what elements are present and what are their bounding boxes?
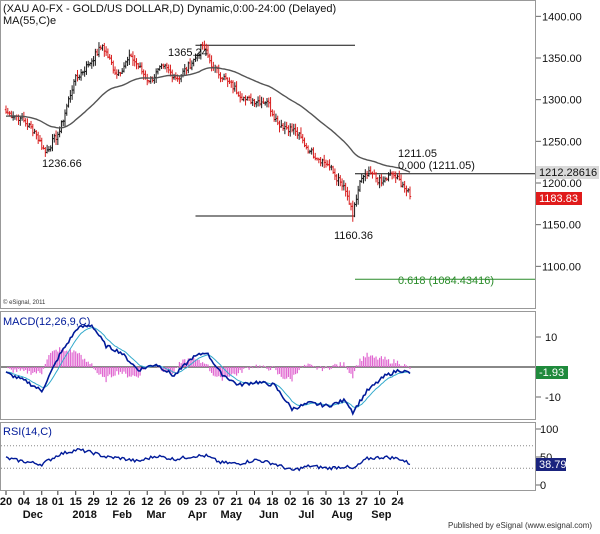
- rsi-panel-frame: [0, 422, 536, 491]
- last-price-tag: 1183.83: [539, 193, 578, 205]
- price-panel-frame: [0, 0, 536, 309]
- month-axis-label: Mar: [146, 509, 166, 521]
- date-axis-label: 01: [52, 496, 64, 508]
- macd-value-tag-bg: [536, 366, 568, 379]
- date-axis-label: 18: [266, 496, 278, 508]
- macd-histogram-layer: [7, 347, 411, 383]
- macd-line: [5, 324, 411, 416]
- month-axis-label: 2018: [72, 509, 96, 521]
- price-axis-label: 1350.00: [542, 53, 582, 65]
- date-axis-label: 04: [248, 496, 261, 508]
- date-axis-label: 04: [18, 496, 31, 508]
- date-axis-label: 24: [391, 496, 404, 508]
- date-axis-label: 12: [141, 496, 153, 508]
- date-axis-label: 30: [320, 496, 332, 508]
- date-axis-label: 15: [70, 496, 82, 508]
- high-label: 1365.24: [168, 47, 208, 59]
- date-axis-label: 21: [230, 496, 242, 508]
- ma-legend: MA(55,C)e: [3, 15, 56, 27]
- month-axis-label: Feb: [112, 509, 132, 521]
- price-axis-label: 1250.00: [542, 136, 582, 148]
- date-axis-label: 10: [373, 496, 385, 508]
- rsi-value-tag: 38.79: [539, 459, 567, 471]
- price-axis-label: 1400.00: [542, 11, 582, 23]
- date-axis-label: 20: [0, 496, 12, 508]
- date-axis-label: 26: [159, 496, 171, 508]
- low-label-1236: 1236.66: [42, 158, 82, 170]
- last-price-tag-bg: [536, 192, 582, 205]
- macd-value-tag: -1.93: [539, 367, 564, 379]
- date-axis-label: 07: [213, 496, 225, 508]
- price-axis-label: 1150.00: [542, 220, 581, 232]
- publisher-text: Published by eSignal (www.esignal.com): [448, 521, 592, 530]
- date-axis-label: 09: [177, 496, 189, 508]
- level-lines-layer: [1, 44, 535, 469]
- rsi-value-tag-bg: [536, 458, 566, 471]
- date-axis-label: 16: [302, 496, 314, 508]
- month-axis-label: Dec: [23, 509, 43, 521]
- chart-title: (XAU A0-FX - GOLD/US DOLLAR,D) Dynamic,0…: [3, 3, 336, 15]
- fib-618-label: 0.618 (1084.43416): [398, 275, 494, 287]
- macd-panel-frame: [0, 311, 536, 420]
- macd-axis-label: 10: [545, 332, 557, 344]
- date-axis-label: 29: [87, 496, 99, 508]
- copyright-text: © eSignal, 2011: [3, 299, 46, 306]
- axis-ticks-layer: 1100.00 1150.00 1200.00 1250.00 1300.00 1350.…: [0, 11, 582, 521]
- price-axis-label: 1100.00: [542, 261, 581, 273]
- month-axis-label: May: [221, 509, 243, 521]
- date-axis-label: 18: [36, 496, 48, 508]
- date-axis-label: 02: [284, 496, 296, 508]
- macd-axis-label: -10: [545, 392, 561, 404]
- date-axis-label: 13: [338, 496, 350, 508]
- fib-high-label: 1211.05: [398, 148, 437, 160]
- rsi-axis-label: 0: [540, 480, 546, 492]
- date-axis-label: 27: [356, 496, 368, 508]
- month-axis-label: Jul: [298, 509, 314, 521]
- date-axis-label: 12: [105, 496, 117, 508]
- rsi-legend: RSI(14,C): [3, 426, 52, 438]
- month-axis-label: Aug: [331, 509, 352, 521]
- fib-0-label: 0.000 (1211.05): [398, 160, 475, 172]
- date-axis-label: 23: [195, 496, 207, 508]
- rsi-line: [5, 447, 411, 472]
- month-axis-label: Apr: [188, 509, 208, 521]
- candle: [408, 186, 412, 200]
- date-axis-label: 26: [123, 496, 135, 508]
- rsi-axis-label: 100: [540, 424, 558, 436]
- macd-legend: MACD(12,26,9,C): [3, 316, 90, 328]
- month-axis-label: Sep: [371, 509, 391, 521]
- ma-value-tag: 1212.28616: [539, 167, 597, 179]
- ma-value-tag-bg: [536, 166, 599, 179]
- month-axis-label: Jun: [259, 509, 279, 521]
- price-axis-label: 1200.00: [542, 178, 582, 190]
- moving-average-line: [5, 67, 411, 173]
- price-axis-label: 1300.00: [542, 95, 582, 107]
- low-label-1160: 1160.36: [334, 230, 373, 242]
